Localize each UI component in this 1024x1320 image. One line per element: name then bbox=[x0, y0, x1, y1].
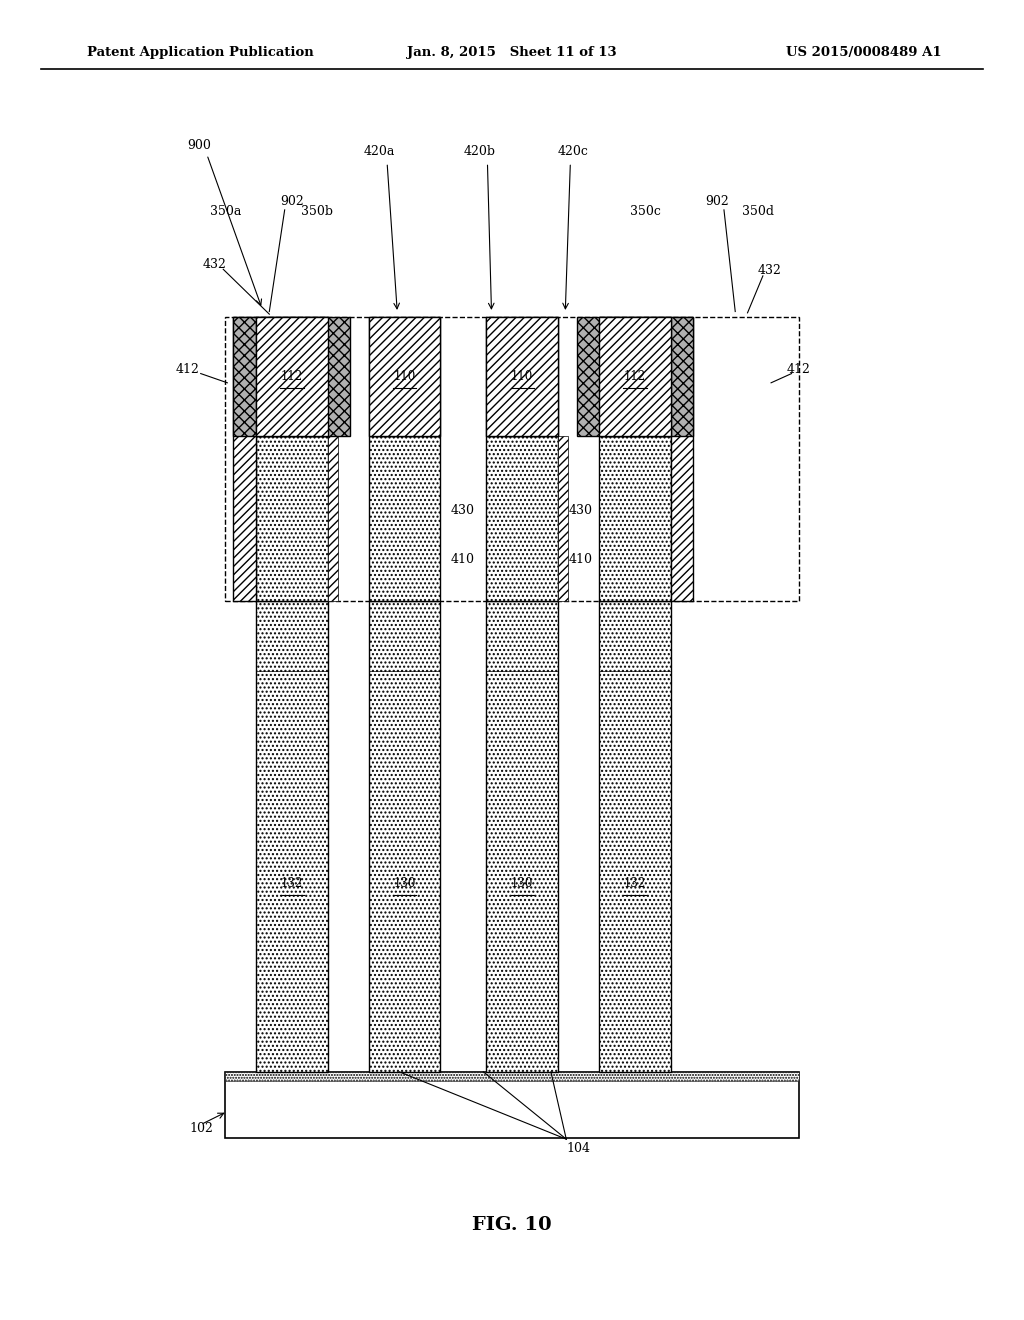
Bar bbox=[599, 317, 671, 436]
Text: 130: 130 bbox=[393, 876, 416, 890]
Bar bbox=[256, 317, 328, 436]
Bar bbox=[369, 317, 440, 436]
Text: 430: 430 bbox=[451, 503, 475, 516]
Text: 350d: 350d bbox=[741, 205, 774, 218]
Bar bbox=[256, 601, 328, 1072]
Bar bbox=[671, 317, 693, 601]
Bar bbox=[486, 317, 558, 436]
Text: 420c: 420c bbox=[558, 145, 589, 158]
Bar bbox=[486, 436, 558, 601]
Text: Jan. 8, 2015   Sheet 11 of 13: Jan. 8, 2015 Sheet 11 of 13 bbox=[408, 46, 616, 59]
Text: 132: 132 bbox=[281, 876, 303, 890]
Bar bbox=[486, 317, 558, 436]
Text: Patent Application Publication: Patent Application Publication bbox=[87, 46, 313, 59]
Text: 430: 430 bbox=[568, 503, 593, 516]
Text: FIG. 10: FIG. 10 bbox=[472, 1216, 552, 1234]
Bar bbox=[369, 317, 440, 436]
Text: 350b: 350b bbox=[301, 205, 334, 218]
Bar bbox=[256, 317, 350, 436]
Text: 420a: 420a bbox=[364, 145, 394, 158]
Bar bbox=[225, 1072, 799, 1138]
Bar bbox=[369, 601, 440, 1072]
Text: 410: 410 bbox=[568, 553, 593, 566]
Bar bbox=[486, 601, 558, 1072]
Text: 112: 112 bbox=[281, 370, 303, 383]
Text: 130: 130 bbox=[511, 876, 534, 890]
Bar bbox=[369, 436, 440, 601]
Bar bbox=[599, 601, 671, 1072]
Bar bbox=[577, 317, 671, 436]
Text: 432: 432 bbox=[758, 264, 782, 277]
Bar bbox=[671, 317, 693, 436]
Text: US 2015/0008489 A1: US 2015/0008489 A1 bbox=[786, 46, 942, 59]
Text: 412: 412 bbox=[786, 363, 811, 376]
Text: 110: 110 bbox=[511, 370, 534, 383]
Bar bbox=[558, 436, 568, 601]
Bar bbox=[599, 436, 671, 601]
Bar bbox=[225, 1072, 799, 1081]
Text: 110: 110 bbox=[393, 370, 416, 383]
Text: 350a: 350a bbox=[210, 205, 241, 218]
Bar bbox=[599, 317, 671, 436]
Bar bbox=[233, 317, 256, 436]
Text: 412: 412 bbox=[175, 363, 200, 376]
Text: 432: 432 bbox=[203, 257, 227, 271]
Text: 900: 900 bbox=[187, 139, 212, 152]
Text: 902: 902 bbox=[280, 195, 304, 209]
Bar bbox=[225, 317, 799, 601]
Bar bbox=[233, 317, 256, 601]
Text: 112: 112 bbox=[624, 370, 646, 383]
Bar bbox=[256, 317, 328, 436]
Text: 410: 410 bbox=[451, 553, 475, 566]
Text: 104: 104 bbox=[566, 1142, 591, 1155]
Text: 102: 102 bbox=[189, 1122, 213, 1135]
Text: 350c: 350c bbox=[630, 205, 660, 218]
Bar bbox=[256, 436, 328, 601]
Text: 420b: 420b bbox=[463, 145, 496, 158]
Text: 902: 902 bbox=[705, 195, 729, 209]
Text: 132: 132 bbox=[624, 876, 646, 890]
Bar bbox=[328, 436, 338, 601]
